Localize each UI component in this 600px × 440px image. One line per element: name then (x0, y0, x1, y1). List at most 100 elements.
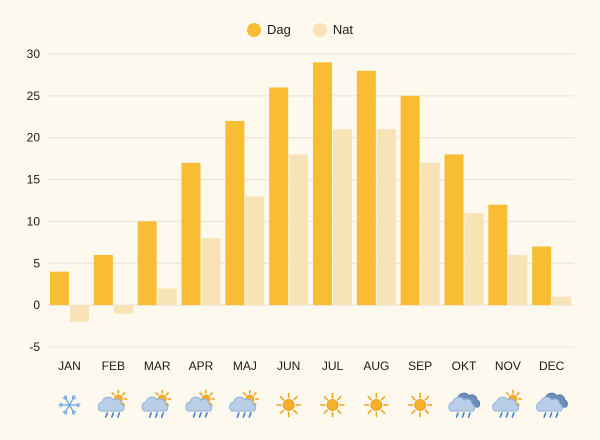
x-tick-label: JUL (322, 359, 344, 373)
sun-disc (326, 399, 339, 411)
sun-ray (380, 396, 386, 401)
legend-label-dag: Dag (266, 22, 291, 37)
sun-disc (282, 399, 295, 411)
raindrop (461, 412, 465, 418)
sun-ray (293, 409, 298, 414)
sun-ray (337, 396, 342, 401)
raindrop (467, 412, 471, 418)
rain-sun-icon (185, 389, 216, 418)
cloud-shape (141, 396, 169, 412)
bar-dag-jul (313, 62, 332, 306)
raindrop (192, 412, 196, 418)
bar-nat-sep (420, 162, 440, 306)
bar-nat-apr (201, 238, 221, 306)
bar-dag-aug (356, 70, 376, 306)
x-tick-label: FEB (102, 359, 125, 373)
raindrop (499, 412, 503, 418)
raindrop (111, 412, 115, 418)
y-tick-label: 20 (27, 131, 41, 145)
cloud-shape (97, 396, 125, 412)
bar-dag-nov (488, 204, 508, 306)
bar-dag-mar (137, 221, 157, 306)
raindrop (204, 412, 208, 418)
legend-label-nat: Nat (332, 22, 354, 37)
sun-icon (320, 392, 345, 418)
y-tick-label: 5 (33, 256, 40, 270)
x-tick-label: OKT (452, 359, 477, 373)
cloud-shape (185, 396, 213, 412)
x-tick-label: JAN (58, 359, 81, 373)
raindrop (105, 412, 109, 418)
x-tick-label: NOV (495, 359, 521, 373)
sun-ray (424, 409, 430, 414)
y-tick-label: 30 (27, 47, 41, 61)
rain-sun-icon (492, 389, 523, 418)
sun-ray (279, 409, 285, 414)
sun-ray (199, 392, 203, 396)
bar-dag-maj (225, 120, 245, 306)
bar-nat-okt (464, 213, 484, 306)
bar-nat-maj (245, 196, 265, 306)
cloud-shape (229, 396, 256, 412)
sun-ray (367, 396, 372, 401)
bar-dag-okt (444, 154, 464, 306)
bar-nat-mar (157, 288, 177, 306)
x-tick-label: MAR (144, 359, 171, 373)
x-tick-label: SEP (408, 359, 432, 373)
raindrop (455, 412, 459, 418)
y-tick-label: 15 (27, 173, 41, 187)
snowflake-arm (63, 395, 71, 406)
sun-ray (516, 392, 520, 396)
sun-ray (111, 392, 115, 396)
sun-ray (279, 396, 285, 401)
raindrop (549, 412, 553, 418)
sun-ray (411, 409, 416, 414)
rain-sun-icon (229, 389, 260, 418)
sun-icon (407, 392, 433, 418)
sun-disc (414, 399, 427, 411)
raindrop (555, 412, 559, 418)
legend-swatch-dag (246, 22, 261, 37)
sun-ray (380, 409, 386, 414)
sun-ray (516, 402, 520, 406)
snowflake-branch (72, 397, 77, 400)
rain-sun-icon (97, 389, 128, 418)
snowflake-branch (62, 410, 67, 413)
raindrop (505, 412, 509, 418)
bar-dag-sep (400, 95, 420, 306)
bar-dag-jun (269, 87, 289, 306)
bar-nat-feb (113, 305, 133, 314)
sun-ray (323, 409, 328, 414)
bar-nat-jun (289, 154, 309, 306)
legend-item-nat: Nat (312, 22, 354, 37)
bar-dag-dec (532, 246, 552, 306)
sun-ray (165, 402, 169, 406)
y-tick-label: 10 (27, 214, 41, 228)
legend: Dag Nat (0, 22, 600, 37)
raindrop (160, 412, 164, 418)
bar-nat-nov (508, 254, 528, 306)
legend-item-dag: Dag (246, 22, 291, 37)
x-tick-label: JUN (277, 359, 300, 373)
raindrop (148, 412, 152, 418)
sun-ray (165, 392, 169, 396)
snowflake-branch (59, 404, 64, 408)
bar-dag-jan (50, 271, 69, 306)
x-tick-label: MAJ (233, 359, 257, 373)
bar-nat-jan (70, 305, 89, 322)
sun-disc (370, 399, 383, 411)
bar-nat-dec (552, 296, 572, 306)
rain-sun-icon (141, 389, 172, 418)
cloud-shape (536, 396, 563, 412)
legend-swatch-nat (312, 22, 327, 37)
sun-icon (276, 392, 301, 418)
sun-ray (506, 392, 510, 396)
cloud-rain-icon (448, 392, 481, 418)
sun-ray (253, 392, 257, 396)
sun-ray (209, 392, 213, 396)
raindrop (511, 412, 515, 418)
cloud-shape (492, 396, 519, 412)
y-tick-label: -5 (29, 340, 40, 354)
